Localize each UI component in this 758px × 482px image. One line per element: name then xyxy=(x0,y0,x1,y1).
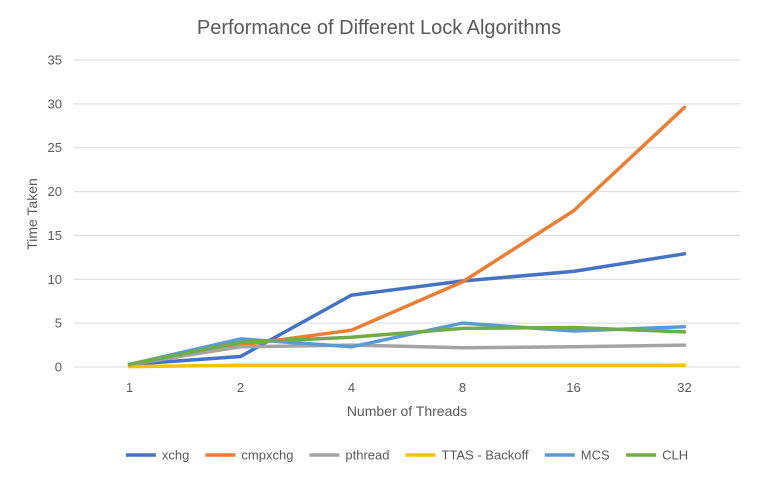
legend-item: xchg xyxy=(125,448,189,463)
legend-item: MCS xyxy=(544,448,610,463)
x-tick-label: 1 xyxy=(126,380,133,395)
y-tick-label: 0 xyxy=(55,360,62,375)
x-axis-title: Number of Threads xyxy=(347,403,467,419)
y-tick-label: 20 xyxy=(48,184,62,199)
series-line-mcs xyxy=(127,321,687,367)
legend-item: pthread xyxy=(309,448,389,463)
gridlines xyxy=(74,59,740,368)
series-line-xchg xyxy=(127,252,687,367)
legend-item: TTAS - Backoff xyxy=(405,448,529,463)
y-tick-label: 15 xyxy=(48,228,62,243)
series-line-clh xyxy=(127,325,687,367)
series-line-ttas-backoff xyxy=(127,363,687,369)
y-tick-label: 25 xyxy=(48,140,62,155)
legend-item: CLH xyxy=(626,448,688,463)
y-tick-label: 30 xyxy=(48,96,62,111)
legend-label: pthread xyxy=(345,448,389,463)
y-axis-title: Time Taken xyxy=(24,178,40,250)
x-axis-ticks: 1 2 4 8 16 32 xyxy=(126,380,692,395)
y-axis-ticks: 0 5 10 15 20 25 30 35 xyxy=(48,53,62,375)
y-tick-label: 5 xyxy=(55,316,62,331)
y-tick-label: 35 xyxy=(48,53,62,68)
legend-label: TTAS - Backoff xyxy=(442,448,529,463)
x-tick-label: 32 xyxy=(677,380,691,395)
series-line-pthread xyxy=(127,343,687,367)
legend-label: CLH xyxy=(662,448,688,463)
legend-label: cmpxchg xyxy=(241,448,293,463)
x-tick-label: 4 xyxy=(348,380,355,395)
chart-title: Performance of Different Lock Algorithms xyxy=(197,17,561,39)
legend-label: xchg xyxy=(162,448,189,463)
legend-label: MCS xyxy=(581,448,610,463)
y-tick-label: 10 xyxy=(48,272,62,287)
x-tick-label: 8 xyxy=(459,380,466,395)
x-tick-label: 2 xyxy=(237,380,244,395)
series-lines xyxy=(127,105,687,369)
legend-item: cmpxchg xyxy=(205,448,293,463)
x-tick-label: 16 xyxy=(566,380,580,395)
legend: xchg cmpxchg pthread TTAS - Backoff MCS CLH xyxy=(125,448,688,463)
